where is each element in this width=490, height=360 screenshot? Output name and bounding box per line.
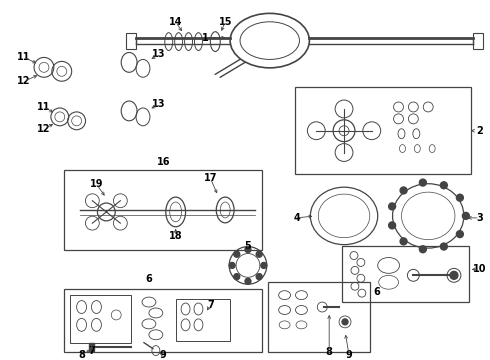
- Text: 17: 17: [203, 173, 217, 183]
- Circle shape: [456, 194, 464, 201]
- Bar: [89, 343, 95, 351]
- Bar: [126, 33, 136, 49]
- Circle shape: [342, 319, 348, 325]
- Circle shape: [256, 274, 262, 280]
- Text: 10: 10: [473, 264, 487, 274]
- Text: 14: 14: [169, 17, 182, 27]
- Text: 2: 2: [476, 126, 483, 136]
- Circle shape: [261, 262, 267, 269]
- Text: 3: 3: [476, 213, 483, 223]
- Circle shape: [419, 179, 426, 186]
- Circle shape: [450, 271, 458, 279]
- Bar: [64, 289, 262, 352]
- Text: 6: 6: [373, 287, 380, 297]
- Circle shape: [400, 238, 407, 245]
- Circle shape: [245, 278, 251, 284]
- Circle shape: [245, 247, 251, 253]
- Circle shape: [419, 246, 426, 253]
- Bar: [70, 295, 131, 343]
- Circle shape: [234, 274, 240, 280]
- Text: 11: 11: [17, 53, 31, 62]
- Circle shape: [456, 231, 464, 238]
- Text: 15: 15: [219, 17, 232, 27]
- Text: 12: 12: [17, 76, 31, 86]
- Text: 4: 4: [293, 213, 300, 223]
- Text: 18: 18: [169, 231, 182, 241]
- Circle shape: [400, 187, 407, 194]
- Text: 19: 19: [90, 179, 103, 189]
- Text: 16: 16: [157, 157, 171, 167]
- Text: 12: 12: [37, 124, 50, 134]
- Text: 9: 9: [345, 350, 352, 360]
- Circle shape: [389, 222, 395, 229]
- Bar: [294, 87, 471, 174]
- Text: 13: 13: [152, 99, 166, 109]
- Circle shape: [234, 251, 240, 257]
- Text: 5: 5: [245, 240, 251, 251]
- Bar: [268, 282, 370, 352]
- Text: 7: 7: [207, 300, 214, 310]
- Circle shape: [463, 212, 469, 219]
- Bar: [176, 299, 230, 341]
- Text: 8: 8: [78, 350, 85, 360]
- Text: 13: 13: [152, 49, 166, 59]
- Text: 1: 1: [202, 33, 209, 42]
- Circle shape: [229, 262, 235, 269]
- Circle shape: [441, 243, 447, 250]
- Text: 9: 9: [159, 350, 166, 360]
- Text: 6: 6: [146, 274, 152, 284]
- Text: 7: 7: [88, 346, 95, 356]
- Circle shape: [441, 182, 447, 189]
- Circle shape: [256, 251, 262, 257]
- Text: 8: 8: [326, 347, 333, 357]
- Bar: [64, 170, 262, 249]
- Circle shape: [389, 203, 395, 210]
- Bar: [473, 33, 483, 49]
- Bar: [342, 246, 469, 302]
- Text: 11: 11: [37, 102, 50, 112]
